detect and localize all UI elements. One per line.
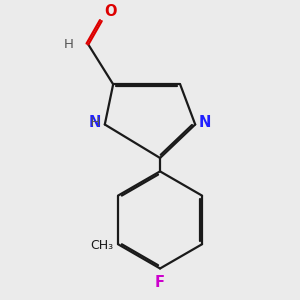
Text: N: N	[199, 115, 211, 130]
Text: F: F	[155, 274, 165, 290]
Text: H: H	[63, 38, 73, 51]
Text: O: O	[104, 4, 117, 19]
Text: CH₃: CH₃	[90, 239, 113, 252]
Text: H: H	[82, 116, 101, 129]
Text: N: N	[88, 115, 101, 130]
